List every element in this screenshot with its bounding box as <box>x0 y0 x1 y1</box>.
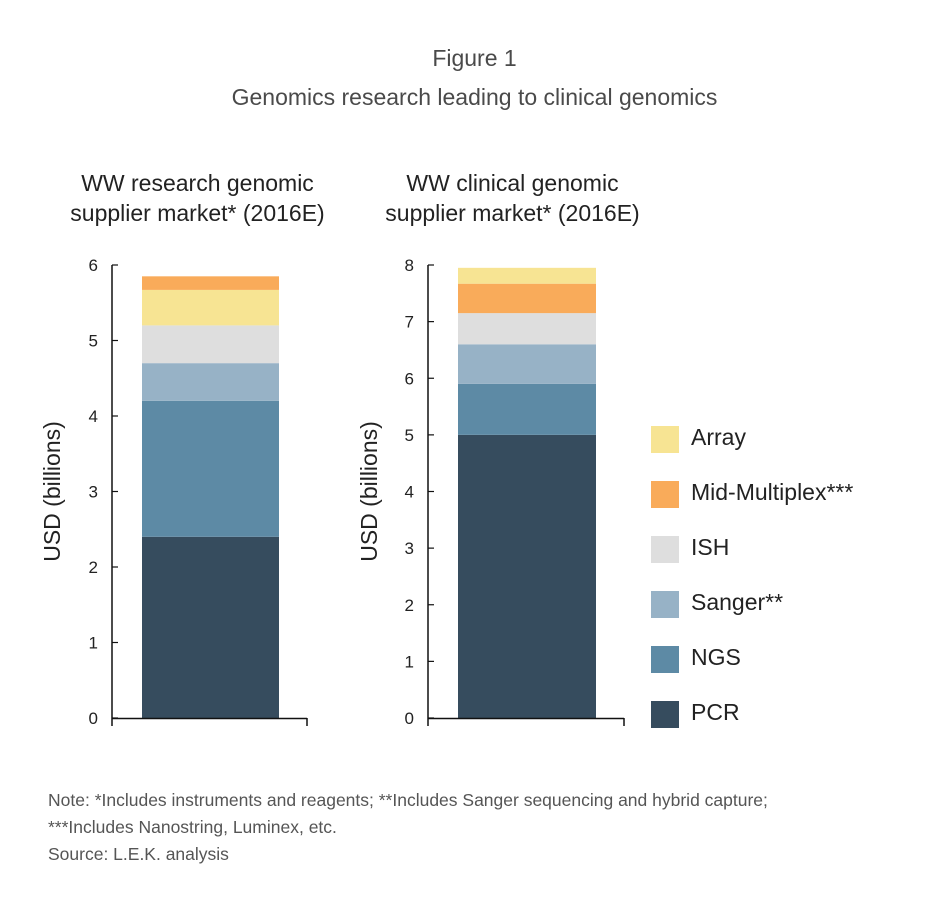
clinical-y-tick-label: 7 <box>405 313 414 332</box>
clinical-y-tick-label: 3 <box>405 539 414 558</box>
legend-label-ish: ISH <box>691 534 730 560</box>
figure-label: Figure 1 <box>432 45 517 71</box>
clinical-y-tick-label: 8 <box>405 256 414 275</box>
research-y-tick-label: 5 <box>89 332 98 351</box>
figure-subtitle: Genomics research leading to clinical ge… <box>231 84 718 110</box>
clinical-chart-title: WW clinical genomic supplier market* (20… <box>370 168 655 228</box>
research-bar-mid-multiplex <box>142 276 279 290</box>
legend-label-sanger: Sanger** <box>691 589 784 615</box>
clinical-y-tick-label: 1 <box>405 652 414 671</box>
research-chart-title-line1: WW research genomic <box>81 170 314 196</box>
research-chart-title: WW research genomic supplier market* (20… <box>55 168 340 228</box>
clinical-bar-ngs <box>458 383 596 435</box>
research-bar-sanger <box>142 363 279 401</box>
legend-swatch-pcr <box>651 701 679 728</box>
clinical-y-tick-label: 2 <box>405 596 414 615</box>
legend-swatch-ngs <box>651 646 679 673</box>
legend-swatch-mid-multiplex <box>651 481 679 508</box>
research-y-tick-label: 4 <box>89 407 98 426</box>
legend-label-pcr: PCR <box>691 699 740 725</box>
clinical-y-tick-label: 5 <box>405 426 414 445</box>
legend-swatch-ish <box>651 536 679 563</box>
research-bar-array <box>142 289 279 326</box>
source-line: Source: L.E.K. analysis <box>48 844 229 864</box>
clinical-y-tick-label: 4 <box>405 483 414 502</box>
clinical-bar-pcr <box>458 434 596 718</box>
research-y-axis-label: USD (billions) <box>39 421 65 562</box>
research-bar-pcr <box>142 536 279 718</box>
clinical-y-tick-label: 0 <box>405 709 414 728</box>
clinical-bar-ish <box>458 313 596 345</box>
research-y-tick-label: 2 <box>89 558 98 577</box>
note-line-2: ***Includes Nanostring, Luminex, etc. <box>48 817 337 837</box>
clinical-chart-title-line1: WW clinical genomic <box>406 170 619 196</box>
research-y-tick-label: 6 <box>89 256 98 275</box>
note-line-1: Note: *Includes instruments and reagents… <box>48 790 768 810</box>
legend-swatch-array <box>651 426 679 453</box>
clinical-y-axis-label: USD (billions) <box>356 421 382 562</box>
research-y-tick-label: 1 <box>89 634 98 653</box>
research-bar-ngs <box>142 400 279 537</box>
clinical-chart-title-line2: supplier market* (2016E) <box>385 200 640 226</box>
legend-label-array: Array <box>691 424 746 450</box>
clinical-bar-mid-multiplex <box>458 283 596 314</box>
clinical-bar-array <box>458 267 596 284</box>
legend-swatch-sanger <box>651 591 679 618</box>
research-y-tick-label: 3 <box>89 483 98 502</box>
clinical-bar-sanger <box>458 344 596 384</box>
legend-label-ngs: NGS <box>691 644 741 670</box>
clinical-y-tick-label: 6 <box>405 369 414 388</box>
legend-label-mid-multiplex: Mid-Multiplex*** <box>691 479 854 505</box>
research-chart-title-line2: supplier market* (2016E) <box>70 200 325 226</box>
research-bar-ish <box>142 325 279 364</box>
research-y-tick-label: 0 <box>89 709 98 728</box>
figure-notes: Note: *Includes instruments and reagents… <box>48 787 768 868</box>
